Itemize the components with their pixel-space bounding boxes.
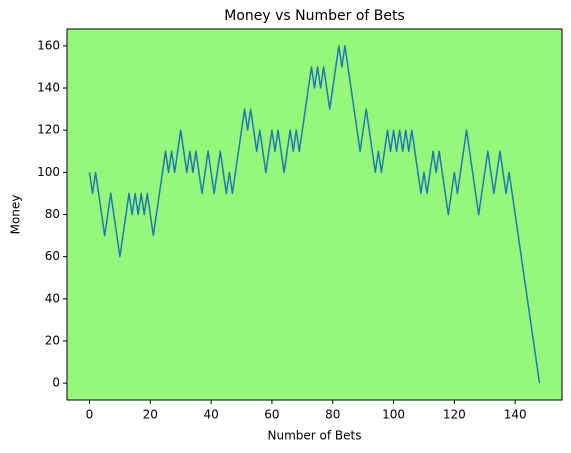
y-tick-label: 100: [37, 165, 60, 179]
x-tick-label: 40: [203, 408, 218, 422]
y-tick-label: 120: [37, 123, 60, 137]
x-tick-label: 120: [443, 408, 466, 422]
x-tick-label: 0: [86, 408, 94, 422]
y-tick-label: 80: [45, 207, 60, 221]
y-tick-label: 140: [37, 81, 60, 95]
plot-frame: [66, 28, 563, 401]
y-tick-label: 60: [45, 249, 60, 263]
x-tick-label: 140: [504, 408, 527, 422]
x-tick-label: 80: [325, 408, 340, 422]
plot-area: [67, 29, 562, 400]
y-tick-label: 20: [45, 333, 60, 347]
y-axis-label: Money: [9, 195, 23, 235]
y-tick-label: 0: [52, 376, 60, 390]
y-tick-label: 40: [45, 291, 60, 305]
series-line: [88, 45, 541, 384]
x-axis-label: Number of Bets: [268, 429, 362, 443]
y-tick-label: 160: [37, 38, 60, 52]
x-tick-label: 20: [143, 408, 158, 422]
x-tick-label: 60: [264, 408, 279, 422]
x-tick-label: 100: [382, 408, 405, 422]
chart-title: Money vs Number of Bets: [224, 8, 405, 24]
